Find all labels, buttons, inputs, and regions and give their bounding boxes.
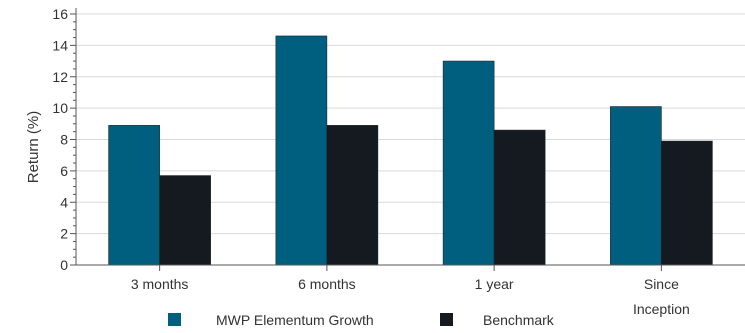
y-tick-label: 0 — [60, 257, 68, 273]
legend-swatch — [168, 313, 181, 326]
y-tick-label: 6 — [60, 163, 68, 179]
x-tick-label: 3 months — [131, 276, 189, 292]
y-tick-label: 10 — [52, 100, 68, 116]
y-tick-label: 12 — [52, 69, 68, 85]
y-tick-label: 14 — [52, 37, 68, 53]
y-axis-title: Return (%) — [25, 111, 42, 184]
legend-swatch — [440, 313, 453, 326]
bar-fund — [442, 60, 495, 266]
bar-benchmark — [661, 140, 713, 266]
legend-label: Benchmark — [483, 312, 555, 328]
bar-benchmark — [326, 125, 379, 266]
x-tick-label: Since Inception — [633, 276, 690, 317]
legend-label: MWP Elementum Growth — [216, 312, 374, 328]
bar-fund — [610, 106, 662, 266]
bar-benchmark — [159, 175, 211, 266]
y-tick-label: 8 — [60, 132, 68, 148]
x-tick-label: 1 year — [475, 276, 514, 292]
y-tick-label: 2 — [60, 226, 68, 242]
bar-benchmark — [493, 129, 546, 266]
bar-fund — [108, 125, 160, 266]
x-tick-label: 6 months — [298, 276, 356, 292]
y-tick-label: 4 — [60, 194, 68, 210]
bar-fund — [275, 35, 328, 266]
labels-layer: 0 2 4 6 8 10 12 14 16 3 months 6 months 1 year Since… — [52, 6, 689, 317]
axes-layer — [70, 8, 745, 271]
legend: MWP Elementum Growth Benchmark — [168, 312, 555, 328]
bars-layer — [108, 35, 713, 266]
y-tick-label: 16 — [52, 6, 68, 22]
